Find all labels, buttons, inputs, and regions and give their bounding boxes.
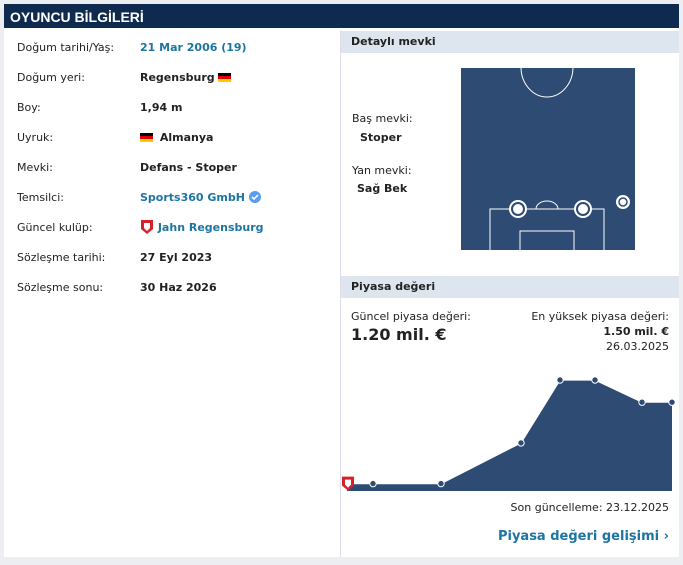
value: Stoper — [360, 131, 402, 144]
market-value-chart — [342, 376, 676, 491]
highest-value: 1.50 mil. € — [603, 325, 669, 338]
section-title: Detaylı mevki — [341, 31, 679, 53]
section-title: Piyasa değeri — [341, 276, 679, 298]
highest-date: 26.03.2025 — [606, 340, 669, 353]
value: 27 Eyl 2023 — [140, 251, 213, 264]
label: Boy: — [17, 101, 41, 114]
pitch — [460, 67, 636, 251]
label: Baş mevki: — [352, 112, 413, 125]
label: Mevki: — [17, 161, 53, 174]
link-text[interactable]: Piyasa değeri gelişimi — [497, 529, 660, 544]
label: Uyruk: — [17, 131, 54, 144]
text: Almanya — [159, 131, 214, 144]
value: Sağ Bek — [357, 182, 408, 195]
updated: Son güncelleme: 23.12.2025 — [510, 501, 669, 514]
label: Temsilci: — [17, 191, 64, 204]
value-point — [369, 479, 377, 488]
value-point — [556, 376, 564, 384]
history-link[interactable]: Piyasa değeri gelişimi › — [497, 529, 669, 544]
label: Sözleşme tarihi: — [17, 251, 106, 264]
flag — [217, 73, 231, 82]
value-point — [517, 439, 525, 447]
flag — [140, 133, 153, 142]
club-badge-inner — [345, 479, 351, 488]
panel-title: OYUNCU BİLGİLERİ — [4, 4, 679, 30]
label: En yüksek piyasa değeri: — [531, 310, 669, 323]
text: Regensburg — [140, 71, 215, 84]
value-point — [437, 479, 445, 488]
current-value: 1.20 mil. € — [351, 325, 447, 344]
value-point — [638, 398, 646, 406]
value[interactable]: 21 Mar 2006 (19) — [140, 41, 247, 54]
club-link[interactable]: Jahn Regensburg — [157, 221, 264, 234]
value-area — [347, 380, 672, 491]
label: Güncel piyasa değeri: — [351, 310, 471, 323]
value: Sports360 GmbH — [140, 188, 261, 208]
player-panel: OYUNCU BİLGİLERİ Doğum tarihi/Yaş: 21 Mar… — [4, 4, 679, 557]
value: Jahn Regensburg — [140, 218, 264, 238]
value-point — [668, 398, 676, 406]
club-badge — [141, 220, 153, 234]
label: Doğum yeri: — [17, 71, 85, 84]
verified-icon — [248, 191, 261, 203]
label: Sözleşme sonu: — [17, 281, 104, 294]
label: Yan mevki: — [352, 164, 412, 177]
label: Doğum tarihi/Yaş: — [17, 41, 115, 54]
agent-link[interactable]: Sports360 GmbH — [140, 191, 245, 204]
value: Regensburg — [140, 68, 234, 88]
value: 1,94 m — [140, 101, 183, 114]
value: Defans - Stoper — [140, 161, 237, 174]
value: 30 Haz 2026 — [140, 281, 217, 294]
value-point — [591, 376, 599, 384]
divider — [340, 30, 341, 557]
value: Almanya — [140, 128, 213, 148]
label: Güncel kulüp: — [17, 221, 93, 234]
value-line — [347, 379, 672, 485]
